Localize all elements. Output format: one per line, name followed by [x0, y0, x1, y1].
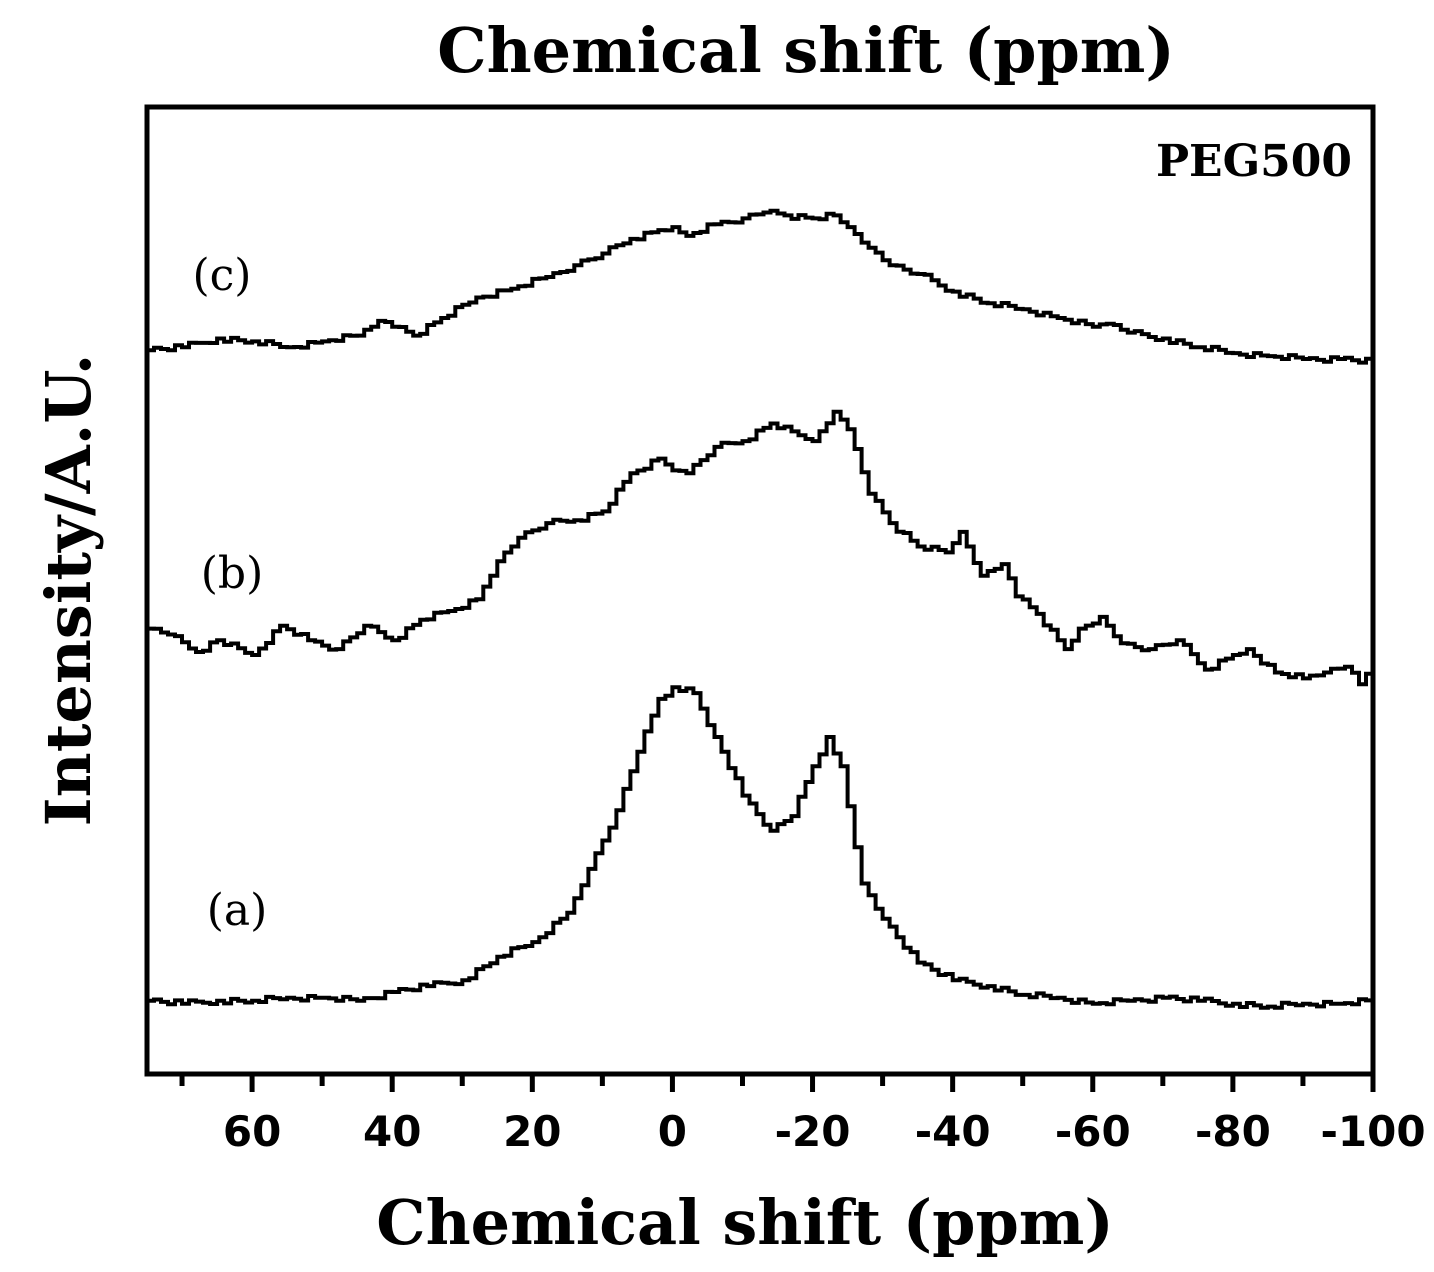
x-tick-label: 60 — [223, 1107, 281, 1156]
x-tick-label: -100 — [1320, 1107, 1425, 1156]
x-tick-label: 0 — [658, 1107, 687, 1156]
x-tick-label: -80 — [1195, 1107, 1271, 1156]
series-line-a — [147, 685, 1375, 1010]
series-line-c — [147, 208, 1375, 365]
x-tick-label: -40 — [915, 1107, 991, 1156]
series-label-b: (b) — [201, 548, 264, 599]
series-line-b — [147, 409, 1375, 687]
x-tick-label: 20 — [503, 1107, 561, 1156]
x-tick-label: -60 — [1055, 1107, 1131, 1156]
series-labels: (a) (b) (c) — [193, 250, 268, 936]
series-label-c: (c) — [193, 250, 252, 301]
series-layer — [147, 208, 1375, 1010]
chart-title: Chemical shift (ppm) — [437, 14, 1175, 87]
x-tick-label: -20 — [775, 1107, 851, 1156]
x-tick-label: 40 — [363, 1107, 421, 1156]
series-label-a: (a) — [207, 885, 268, 936]
x-axis-ticks — [179, 1074, 1376, 1092]
sample-annotation: PEG500 — [1156, 136, 1352, 187]
plot-frame — [144, 104, 1376, 1077]
x-axis-label: Chemical shift (ppm) — [376, 1186, 1114, 1259]
x-axis-tick-labels: 60 40 20 0 -20 -40 -60 -80 -100 — [223, 1107, 1426, 1156]
y-axis-label: Intensity/A.U. — [32, 354, 105, 827]
